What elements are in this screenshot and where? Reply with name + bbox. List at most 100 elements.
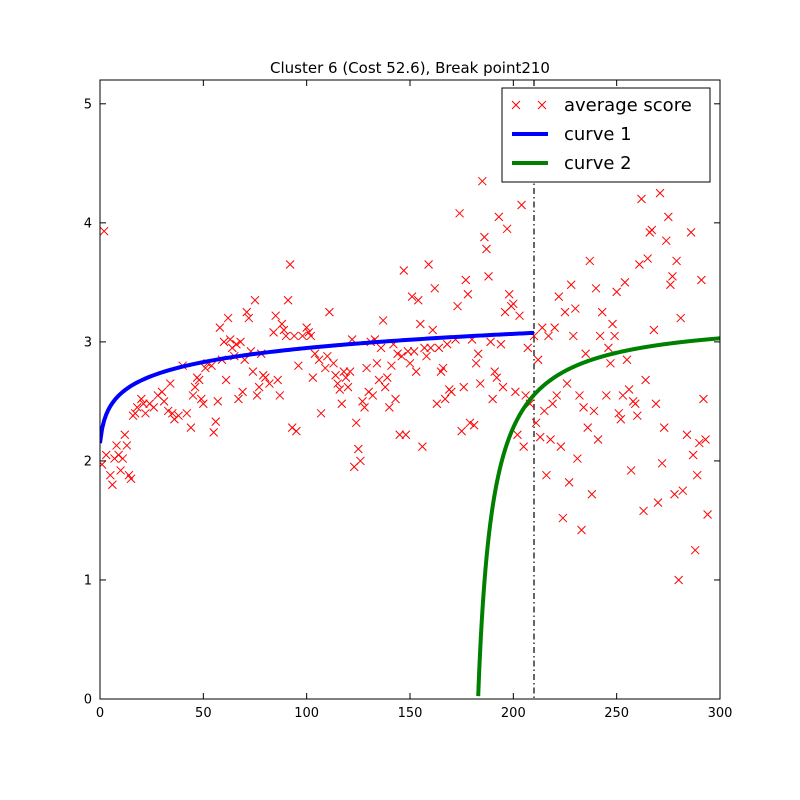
data-point xyxy=(504,289,514,299)
data-point xyxy=(694,438,704,448)
data-point xyxy=(635,260,644,269)
data-point xyxy=(198,399,208,409)
data-point xyxy=(163,406,173,416)
data-point xyxy=(511,387,520,397)
data-point xyxy=(502,224,512,234)
data-point xyxy=(434,343,444,353)
data-point xyxy=(182,408,192,418)
data-point xyxy=(232,339,241,349)
data-point xyxy=(690,545,700,555)
data-point xyxy=(139,399,148,409)
data-point xyxy=(459,382,469,392)
data-point xyxy=(384,403,394,412)
data-point xyxy=(517,200,526,210)
data-point xyxy=(345,367,355,376)
data-point xyxy=(531,418,541,428)
data-point xyxy=(325,307,334,317)
data-point xyxy=(465,418,475,428)
data-point xyxy=(201,363,210,373)
data-point xyxy=(608,319,617,329)
data-point xyxy=(591,283,601,293)
data-point xyxy=(498,382,508,392)
data-point xyxy=(374,375,384,385)
data-point xyxy=(614,408,624,418)
data-point xyxy=(523,343,533,353)
chart-title: Cluster 6 (Cost 52.6), Break point210 xyxy=(270,59,550,77)
data-point xyxy=(322,351,332,361)
data-point xyxy=(610,331,619,341)
data-point xyxy=(589,406,599,416)
data-point xyxy=(269,328,278,337)
data-point xyxy=(428,325,438,335)
data-point xyxy=(535,432,545,442)
data-point xyxy=(632,411,642,421)
data-point xyxy=(446,387,456,397)
data-point xyxy=(616,414,626,424)
data-point xyxy=(453,301,462,311)
data-point xyxy=(141,408,150,418)
data-point xyxy=(643,254,653,263)
data-point xyxy=(221,375,231,385)
data-point xyxy=(391,394,400,404)
data-point xyxy=(670,489,679,499)
x-tick-label: 100 xyxy=(294,706,319,721)
data-point xyxy=(339,367,349,376)
data-point xyxy=(482,244,491,254)
data-point xyxy=(196,394,206,404)
data-point xyxy=(149,403,159,412)
data-point xyxy=(438,363,448,373)
data-point xyxy=(442,339,452,349)
data-point xyxy=(395,430,405,440)
data-point xyxy=(116,466,126,475)
data-point xyxy=(484,272,493,281)
data-point xyxy=(411,367,421,376)
data-point xyxy=(701,435,710,444)
data-point xyxy=(126,474,136,484)
data-point xyxy=(159,397,169,406)
data-point xyxy=(426,343,436,353)
data-point xyxy=(283,295,293,305)
data-point xyxy=(653,498,663,507)
data-point xyxy=(420,343,429,353)
data-point xyxy=(486,337,495,347)
legend-marker xyxy=(537,100,547,110)
legend-label: curve 1 xyxy=(564,124,632,145)
data-point xyxy=(678,486,688,496)
data-point xyxy=(676,313,686,323)
data-point xyxy=(554,292,564,302)
data-point xyxy=(194,375,204,385)
curve-2-line xyxy=(476,336,720,697)
data-point xyxy=(244,313,254,323)
data-point xyxy=(405,358,415,368)
data-point xyxy=(519,442,529,451)
data-point xyxy=(521,391,531,400)
data-point xyxy=(376,343,386,353)
data-point xyxy=(289,331,299,341)
data-point xyxy=(100,226,109,236)
data-point xyxy=(120,430,130,440)
data-point xyxy=(118,454,128,463)
y-tick-label: 0 xyxy=(84,693,92,708)
data-point xyxy=(570,304,580,313)
data-point xyxy=(577,525,586,535)
data-point xyxy=(697,275,706,285)
data-point xyxy=(475,379,485,388)
data-point xyxy=(100,460,107,469)
data-point xyxy=(213,397,223,406)
data-point xyxy=(190,382,200,392)
data-point xyxy=(597,307,607,317)
data-point xyxy=(329,358,338,368)
data-point xyxy=(488,394,498,404)
data-point xyxy=(333,379,343,388)
data-point xyxy=(302,323,312,332)
data-point xyxy=(250,295,260,305)
y-tick-label: 2 xyxy=(84,454,92,469)
data-point xyxy=(620,278,630,287)
data-point xyxy=(215,323,225,332)
data-point xyxy=(533,355,543,365)
data-point xyxy=(273,375,283,385)
data-point xyxy=(593,435,603,444)
data-point xyxy=(604,343,613,353)
data-point xyxy=(409,347,419,356)
